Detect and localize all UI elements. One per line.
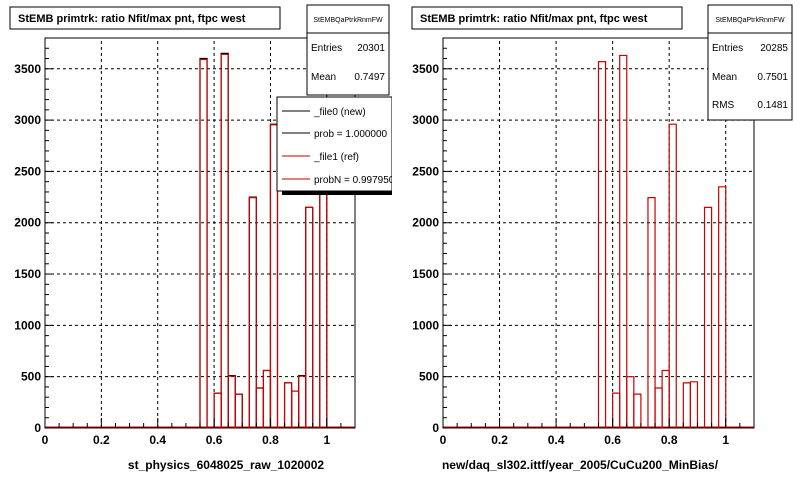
left-title: StEMB primtrk: ratio Nfit/max pnt, ftpc … <box>18 13 246 25</box>
legend-label-file0: _file0 (new) <box>313 107 366 118</box>
left-stats-mean-label: Mean <box>311 72 336 83</box>
left-title-box <box>9 6 281 30</box>
left-stats-entries-value: 20301 <box>357 43 385 54</box>
left-x-axis-label: st_physics_6048025_raw_1020002 <box>128 458 324 472</box>
right-title-box <box>411 6 683 30</box>
right-y-axis: 0 500 1000 1500 2000 2500 3000 3500 <box>412 47 451 435</box>
y-tick-label: 500 <box>21 370 41 384</box>
histogram-bin <box>703 206 713 428</box>
left-stats-entries-label: Entries <box>311 43 342 54</box>
y-tick-label: 2500 <box>14 164 41 178</box>
left-stats-box: StEMBQaPtrkRnmFW Entries 20301 Mean 0.74… <box>306 4 390 96</box>
y-tick-label: 1000 <box>412 318 439 332</box>
x-tick-label: 0.2 <box>491 433 508 447</box>
x-tick-label: 0.8 <box>262 433 279 447</box>
legend-label-probN: probN = 0.997950 <box>314 175 395 186</box>
x-tick-label: 1 <box>722 433 729 447</box>
right-x-axis-label: new/daq_sl302.ittf/year_2005/CuCu200_Min… <box>442 458 719 472</box>
left-y-axis: 0 500 1000 1500 2000 2500 3000 3500 <box>14 47 53 435</box>
x-tick-label: 0.4 <box>149 433 166 447</box>
histogram-bin <box>689 381 699 428</box>
histogram-bin <box>248 196 257 428</box>
panel-gap <box>392 0 402 480</box>
y-tick-label: 2000 <box>412 216 439 230</box>
histogram-bin <box>597 61 607 428</box>
left-x-axis: 0 0.2 0.4 0.6 0.8 1 <box>42 418 342 447</box>
right-stats-rms-label: RMS <box>712 100 735 111</box>
y-tick-label: 500 <box>419 370 439 384</box>
series-0-1 <box>45 53 355 428</box>
right-stats-box: StEMBQaPtrkRnmFW Entries 20285 Mean 0.75… <box>707 4 793 121</box>
right-stats-mean-label: Mean <box>712 72 737 83</box>
right-stats-entries-value: 20285 <box>760 43 788 54</box>
y-tick-label: 0 <box>34 421 41 435</box>
histogram-bin <box>305 206 314 428</box>
histogram-bin <box>619 54 628 428</box>
histogram-bin <box>220 53 229 428</box>
y-tick-label: 3000 <box>412 113 439 127</box>
x-tick-label: 0.6 <box>206 433 223 447</box>
y-tick-label: 1000 <box>14 318 41 332</box>
histogram-bin <box>269 124 279 428</box>
right-stats-entries-label: Entries <box>712 43 743 54</box>
x-tick-label: 0.8 <box>661 433 678 447</box>
x-tick-label: 0.6 <box>604 433 621 447</box>
legend-label-file1: _file1 (ref) <box>313 152 359 163</box>
x-tick-label: 1 <box>323 433 330 447</box>
y-tick-label: 3500 <box>412 62 439 76</box>
histogram-bin <box>199 58 208 428</box>
right-stats-rms-value: 0.1481 <box>757 100 788 111</box>
right-x-axis: 0 0.2 0.4 0.6 0.8 1 <box>440 418 741 447</box>
x-tick-label: 0.2 <box>93 433 110 447</box>
right-title: StEMB primtrk: ratio Nfit/max pnt, ftpc … <box>420 13 648 25</box>
y-tick-label: 0 <box>432 421 439 435</box>
y-tick-label: 3000 <box>14 113 41 127</box>
histogram-bin <box>633 393 642 428</box>
y-tick-label: 1500 <box>412 267 439 281</box>
left-stats-mean-value: 0.7497 <box>354 72 385 83</box>
right-stats-name: StEMBQaPtrkRnmFW <box>715 17 785 24</box>
legend-label-prob: prob = 1.000000 <box>314 129 388 140</box>
y-tick-label: 1500 <box>14 267 41 281</box>
right-stats-mean-value: 0.7501 <box>757 72 788 83</box>
histogram-bin <box>668 123 677 428</box>
y-tick-label: 3500 <box>14 62 41 76</box>
x-tick-label: 0 <box>42 433 49 447</box>
y-tick-label: 2000 <box>14 216 41 230</box>
histogram-bin <box>647 196 656 428</box>
histogram-bin <box>718 186 727 428</box>
left-stats-name: StEMBQaPtrkRnmFW <box>313 17 383 24</box>
histogram-bin <box>234 393 243 428</box>
x-tick-label: 0 <box>440 433 447 447</box>
x-tick-label: 0.4 <box>548 433 565 447</box>
left-legend: _file0 (new) prob = 1.000000 _file1 (ref… <box>276 96 395 195</box>
y-tick-label: 2500 <box>412 164 439 178</box>
